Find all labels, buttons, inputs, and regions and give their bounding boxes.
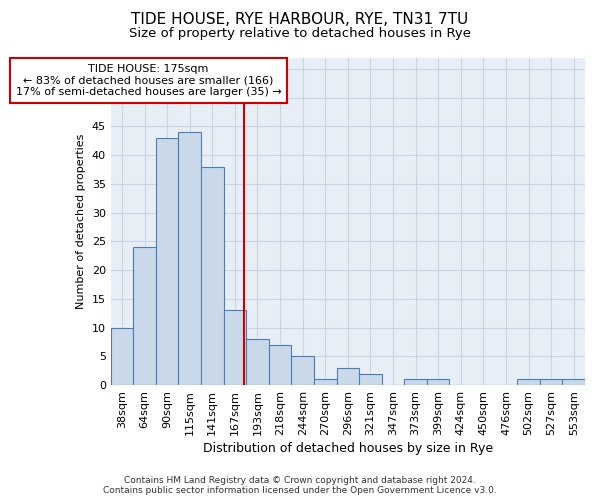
Bar	[540, 380, 562, 385]
Bar	[156, 138, 178, 385]
Text: TIDE HOUSE: 175sqm
← 83% of detached houses are smaller (166)
17% of semi-detach: TIDE HOUSE: 175sqm ← 83% of detached hou…	[16, 64, 281, 98]
Bar	[404, 380, 427, 385]
Text: Contains HM Land Registry data © Crown copyright and database right 2024.
Contai: Contains HM Land Registry data © Crown c…	[103, 476, 497, 495]
Bar	[110, 328, 133, 385]
Bar	[359, 374, 382, 385]
Bar	[224, 310, 246, 385]
X-axis label: Distribution of detached houses by size in Rye: Distribution of detached houses by size …	[203, 442, 493, 455]
Bar	[133, 247, 156, 385]
Bar	[314, 380, 337, 385]
Bar	[269, 345, 292, 385]
Bar	[201, 166, 224, 385]
Bar	[337, 368, 359, 385]
Y-axis label: Number of detached properties: Number of detached properties	[76, 134, 86, 309]
Bar	[246, 339, 269, 385]
Text: TIDE HOUSE, RYE HARBOUR, RYE, TN31 7TU: TIDE HOUSE, RYE HARBOUR, RYE, TN31 7TU	[131, 12, 469, 28]
Text: Size of property relative to detached houses in Rye: Size of property relative to detached ho…	[129, 28, 471, 40]
Bar	[517, 380, 540, 385]
Bar	[178, 132, 201, 385]
Bar	[562, 380, 585, 385]
Bar	[292, 356, 314, 385]
Bar	[427, 380, 449, 385]
